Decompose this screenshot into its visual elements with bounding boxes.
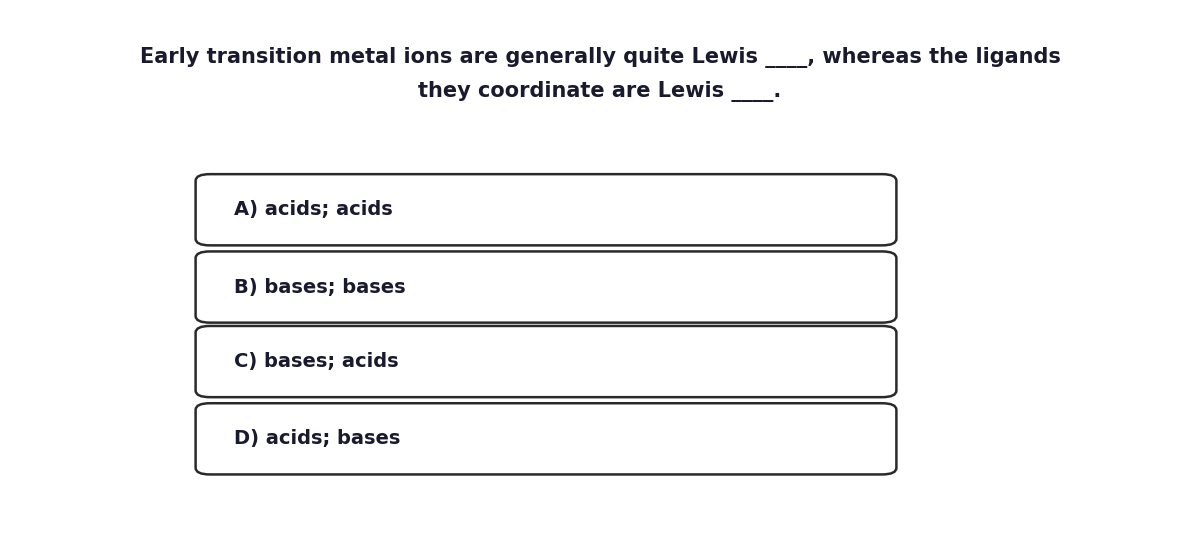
Text: Early transition metal ions are generally quite Lewis ____, whereas the ligands: Early transition metal ions are generall… — [139, 47, 1061, 68]
FancyBboxPatch shape — [196, 403, 896, 475]
Text: D) acids; bases: D) acids; bases — [234, 429, 401, 448]
FancyBboxPatch shape — [196, 326, 896, 397]
Text: B) bases; bases: B) bases; bases — [234, 278, 406, 296]
Text: A) acids; acids: A) acids; acids — [234, 200, 392, 219]
FancyBboxPatch shape — [196, 174, 896, 245]
FancyBboxPatch shape — [196, 252, 896, 322]
Text: they coordinate are Lewis ____.: they coordinate are Lewis ____. — [419, 81, 781, 102]
Text: C) bases; acids: C) bases; acids — [234, 352, 398, 371]
